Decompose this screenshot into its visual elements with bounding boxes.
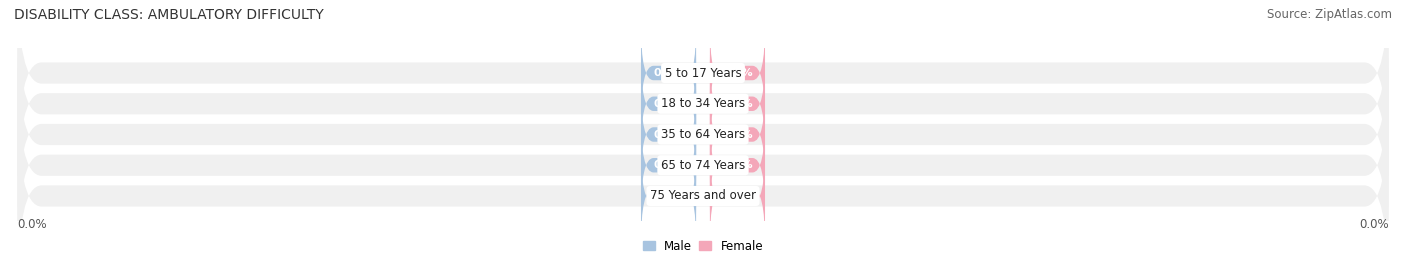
FancyBboxPatch shape [641, 148, 696, 244]
Text: 0.0%: 0.0% [654, 68, 683, 78]
Text: 18 to 34 Years: 18 to 34 Years [661, 97, 745, 110]
Text: 0.0%: 0.0% [654, 160, 683, 170]
FancyBboxPatch shape [710, 86, 765, 183]
Text: 0.0%: 0.0% [1358, 218, 1389, 231]
FancyBboxPatch shape [641, 56, 696, 152]
FancyBboxPatch shape [710, 148, 765, 244]
Text: DISABILITY CLASS: AMBULATORY DIFFICULTY: DISABILITY CLASS: AMBULATORY DIFFICULTY [14, 8, 323, 22]
Text: 65 to 74 Years: 65 to 74 Years [661, 159, 745, 172]
Text: 0.0%: 0.0% [723, 99, 752, 109]
Text: 0.0%: 0.0% [17, 218, 48, 231]
Text: 0.0%: 0.0% [654, 99, 683, 109]
FancyBboxPatch shape [641, 25, 696, 121]
FancyBboxPatch shape [17, 37, 1389, 232]
Text: 35 to 64 Years: 35 to 64 Years [661, 128, 745, 141]
Text: Source: ZipAtlas.com: Source: ZipAtlas.com [1267, 8, 1392, 21]
Legend: Male, Female: Male, Female [643, 240, 763, 253]
FancyBboxPatch shape [17, 0, 1389, 170]
Text: 0.0%: 0.0% [723, 129, 752, 140]
Text: 5 to 17 Years: 5 to 17 Years [665, 66, 741, 80]
Text: 75 Years and over: 75 Years and over [650, 189, 756, 203]
Text: 0.0%: 0.0% [723, 160, 752, 170]
FancyBboxPatch shape [17, 99, 1389, 269]
Text: 0.0%: 0.0% [654, 191, 683, 201]
FancyBboxPatch shape [17, 7, 1389, 201]
FancyBboxPatch shape [641, 117, 696, 213]
Text: 0.0%: 0.0% [654, 129, 683, 140]
FancyBboxPatch shape [641, 86, 696, 183]
FancyBboxPatch shape [17, 68, 1389, 262]
FancyBboxPatch shape [710, 25, 765, 121]
Text: 0.0%: 0.0% [723, 191, 752, 201]
Text: 0.0%: 0.0% [723, 68, 752, 78]
FancyBboxPatch shape [710, 117, 765, 213]
FancyBboxPatch shape [710, 56, 765, 152]
